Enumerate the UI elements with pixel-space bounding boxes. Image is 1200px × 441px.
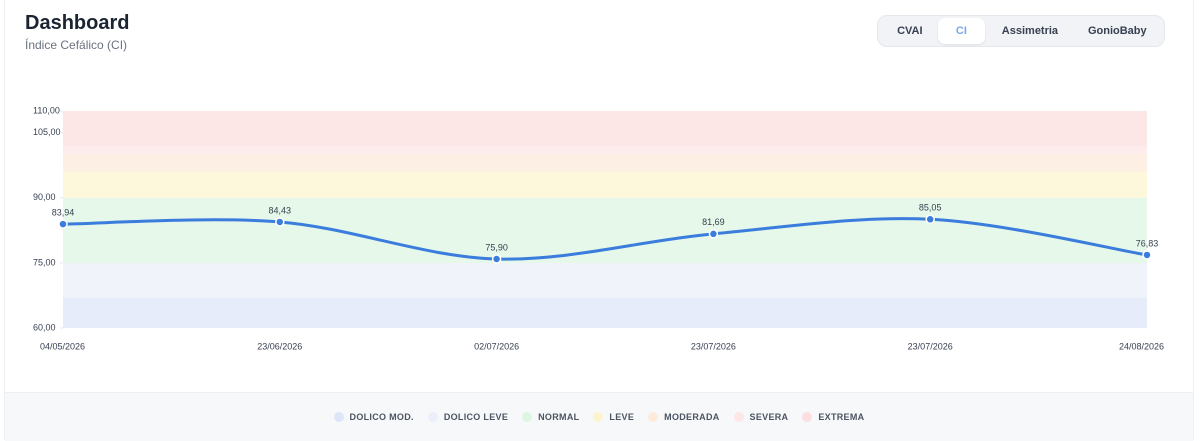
legend-item: EXTREMA [802,412,864,422]
x-tick-label: 23/07/2026 [908,341,953,351]
legend-swatch [733,412,744,422]
tab[interactable]: CVAI [897,25,923,37]
legend-label: SEVERA [749,412,789,422]
legend-label: DOLICO LEVE [443,412,509,422]
x-tick-label: 23/07/2026 [691,341,736,351]
value-label: 85,05 [919,203,942,213]
legend-label: NORMAL [538,412,580,422]
band [63,111,1147,146]
x-tick-label: 04/05/2026 [40,341,85,351]
title: Dashboard [25,12,130,34]
tab[interactable]: Assimetria [1001,25,1059,37]
band [63,154,1147,172]
x-tick-label: 24/08/2026 [1119,341,1164,351]
y-tick-label: 75,00 [33,257,56,267]
point [925,214,935,225]
band [63,197,1147,263]
y-tick-label: 60,00 [33,322,56,332]
band [63,262,1147,298]
y-tick-label: 90,00 [33,192,56,202]
chart: 60,00 75,00 90,00 105,00 110,00 04/05/2026 23/… [33,105,1164,351]
legend-item: NORMAL [522,412,579,422]
line [62,217,1148,261]
legend-swatch [427,412,438,422]
legend-item: DOLICO LEVE [427,412,509,422]
legend-label: MODERADA [664,412,720,422]
subtitle: Índice Cefálico (CI) [25,38,128,52]
legend-label: EXTREMA [818,412,865,422]
y-tick-label: 105,00 [33,127,61,137]
band [63,297,1147,328]
legend-swatch [593,412,604,422]
legend-label: DOLICO MOD. [349,412,414,422]
legend-item: LEVE [593,412,634,422]
band [63,171,1147,198]
value-label: 81,69 [702,217,725,227]
y-tick-label: 110,00 [33,105,60,115]
value-label: 75,90 [485,242,508,252]
value-label: 84,43 [269,205,292,215]
point [275,217,285,227]
tab[interactable]: GonioBaby [1087,25,1147,37]
point [58,219,68,229]
legend-swatch [333,412,344,422]
tab-bar: CVAI CI Assimetria GonioBaby [877,15,1165,47]
x-tick-label: 23/06/2026 [257,341,302,351]
point [1142,250,1152,260]
value-label: 83,94 [52,207,75,217]
band [63,145,1147,155]
legend-swatch [802,412,813,422]
legend-item: MODERADA [648,412,719,422]
legend-item: SEVERA [733,412,789,422]
legend-item: DOLICO MOD. [333,412,414,422]
value-label: 76,83 [1136,238,1159,248]
legend: DOLICO MOD. DOLICO LEVE NORMAL LEVE MODERADA… [5,392,1193,441]
x-tick-label: 02/07/2026 [474,341,519,351]
card: Dashboard Índice Cefálico (CI) CVAI CI Ass… [4,0,1194,441]
legend-swatch [522,412,533,422]
point [491,254,502,264]
legend-label: LEVE [609,412,635,422]
point [708,229,719,239]
tab[interactable]: CI [937,18,986,44]
legend-swatch [648,412,659,422]
